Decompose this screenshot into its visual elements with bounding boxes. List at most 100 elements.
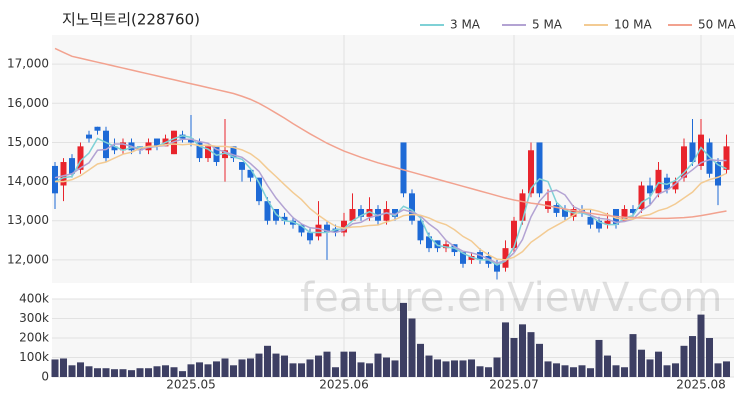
volume-bar (289, 363, 297, 377)
volume-bar (162, 365, 169, 377)
volume-bar (136, 368, 144, 377)
candle-body (366, 208, 373, 217)
candle-body (315, 224, 322, 237)
volume-bar (340, 351, 348, 377)
candle-body (587, 216, 594, 225)
volume-bar (723, 361, 730, 377)
volume-bar (179, 371, 186, 377)
volume-bar (408, 318, 416, 377)
volume-bar (519, 324, 526, 377)
volume-bar (281, 355, 288, 377)
volume-bar (383, 357, 390, 377)
y2-tick-label: 400k (19, 292, 49, 306)
volume-bar (102, 368, 110, 377)
volume-bar (476, 366, 484, 377)
volume-bar (485, 367, 492, 377)
volume-bar (221, 358, 229, 377)
volume-bar (111, 369, 118, 377)
volume-bar (357, 362, 365, 377)
volume-bar (128, 370, 135, 377)
volume-bar (332, 367, 339, 377)
candle-body (94, 126, 101, 131)
volume-bar (621, 367, 628, 377)
candle-body (264, 201, 271, 221)
volume-bar (459, 360, 467, 377)
y2-tick-label: 100k (19, 350, 49, 364)
volume-bar (451, 360, 458, 377)
candle-body (392, 208, 398, 217)
candle-body (188, 138, 194, 143)
volume-bar (298, 363, 305, 377)
legend-label: 10 MA (614, 18, 652, 32)
candle-body (196, 142, 203, 159)
volume-bar (315, 355, 322, 377)
candle-body (298, 224, 305, 233)
candle-body (698, 134, 704, 166)
candle-body (205, 146, 211, 159)
candle-body (655, 169, 662, 194)
candle-body (426, 236, 432, 249)
candle-body (341, 220, 347, 233)
volume-bar (425, 355, 433, 377)
candle-body (120, 142, 126, 151)
candle-body (562, 208, 568, 217)
volume-bar (400, 302, 407, 377)
y2-tick-label: 0 (41, 370, 49, 384)
candle-body (519, 193, 526, 221)
legend-label: 3 MA (450, 18, 481, 32)
volume-bar (595, 339, 603, 377)
candle-body (417, 220, 424, 241)
candle-body (111, 146, 118, 151)
volume-bar (391, 360, 399, 377)
candle-body (256, 177, 262, 202)
candle-body (672, 181, 679, 190)
candle-body (307, 232, 313, 241)
y-tick-label: 13,000 (7, 213, 49, 227)
volume-bar (672, 363, 679, 377)
volume-bar (536, 343, 543, 377)
y2-tick-label: 300k (19, 311, 49, 325)
volume-bar (706, 338, 713, 377)
volume-bar (604, 355, 611, 377)
volume-bar (85, 366, 93, 377)
volume-bar (442, 361, 450, 377)
volume-bar (646, 359, 654, 377)
volume-bar (714, 363, 722, 377)
candle-body (409, 193, 415, 221)
candle-body (222, 150, 228, 159)
candle-body (502, 248, 509, 268)
volume-bar (510, 338, 518, 377)
candle-body (553, 205, 560, 213)
volume-bar (544, 361, 552, 377)
chart-title: 지노믹트리(228760) (62, 11, 200, 29)
candle-body (52, 165, 58, 194)
volume-bar (264, 345, 271, 377)
candle-body (69, 158, 75, 174)
volume-bar (417, 343, 424, 377)
candle-body (630, 208, 636, 213)
volume-bar (77, 362, 84, 377)
volume-bar (374, 353, 382, 377)
volume-bar (493, 357, 501, 377)
x-tick-label: 2025.07 (489, 378, 539, 392)
candle-body (545, 201, 551, 209)
legend-label: 5 MA (532, 18, 563, 32)
volume-bar (697, 314, 705, 377)
candle-body (681, 146, 687, 178)
volume-bar (468, 359, 475, 377)
volume-bar (306, 359, 314, 377)
candle-body (358, 208, 364, 217)
volume-bar (230, 365, 237, 377)
y-tick-label: 14,000 (7, 174, 49, 188)
candle-body (689, 142, 696, 163)
candle-body (604, 220, 611, 225)
volume-bar (638, 349, 645, 377)
candle-body (647, 185, 653, 194)
volume-bar (689, 336, 696, 377)
candle-body (324, 224, 330, 233)
candle-body (400, 142, 407, 194)
legend-label: 50 MA (698, 18, 736, 32)
volume-bar (323, 351, 331, 377)
volume-bar (434, 359, 441, 377)
